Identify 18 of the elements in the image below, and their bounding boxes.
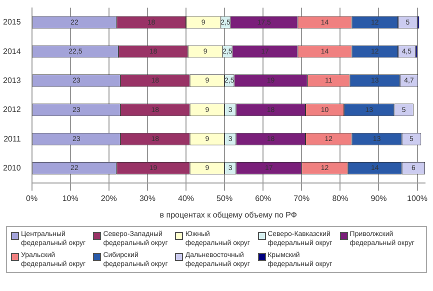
x-tick-label: 40% bbox=[178, 194, 194, 203]
y-tick-label: 2011 bbox=[4, 134, 22, 144]
y-tick-label: 2014 bbox=[3, 46, 22, 56]
x-tick-label: 60% bbox=[255, 194, 272, 203]
x-tick-label: 50% bbox=[216, 194, 233, 203]
x-tick-label: 90% bbox=[370, 194, 387, 203]
x-tick-label: 80% bbox=[332, 194, 348, 203]
x-tick-label: 100% bbox=[407, 194, 428, 203]
x-tick-label: 30% bbox=[139, 194, 156, 203]
y-tick-label: 2012 bbox=[3, 105, 22, 114]
y-tick-label: 2015 bbox=[3, 18, 22, 27]
y-tick-label: 2010 bbox=[3, 163, 22, 172]
x-tick-label: 70% bbox=[294, 194, 310, 203]
x-tick-label: 20% bbox=[100, 194, 117, 203]
x-tick-label: 0% bbox=[26, 194, 38, 203]
x-tick-label: 10% bbox=[62, 194, 78, 203]
x-axis-title: в процентах к общему объему по РФ bbox=[160, 210, 297, 220]
y-tick-label: 2013 bbox=[3, 76, 22, 85]
